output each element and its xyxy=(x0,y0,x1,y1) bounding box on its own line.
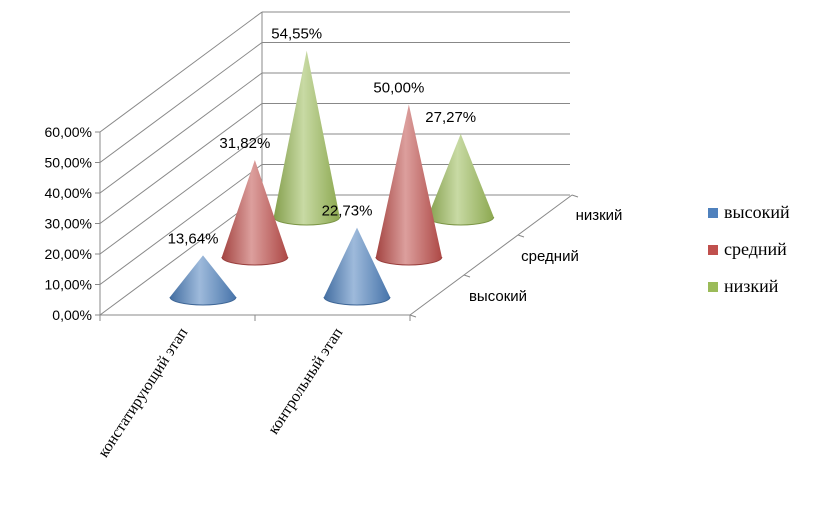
cone-body xyxy=(170,255,236,305)
cone-body xyxy=(324,227,390,305)
data-label: 13,64% xyxy=(168,230,219,247)
legend-label: высокий xyxy=(724,202,790,222)
legend-item-средний: средний xyxy=(708,239,787,259)
cone-body xyxy=(375,104,442,265)
cone-body xyxy=(221,159,288,265)
depth-tick-mark xyxy=(517,234,525,238)
gridline-side xyxy=(99,164,263,285)
cones xyxy=(169,50,495,306)
gridline-side xyxy=(99,11,263,133)
cone-низкий-1 xyxy=(273,50,341,226)
depth-tick-mark xyxy=(571,194,579,198)
data-label: 22,73% xyxy=(322,203,373,220)
cone-base-edge xyxy=(169,296,237,306)
legend-swatch xyxy=(708,282,718,292)
cone-base-edge xyxy=(273,216,341,226)
category-labels: констатирующий этап контрольный этап xyxy=(95,325,347,461)
cone-низкий-2 xyxy=(427,133,495,226)
gridlines xyxy=(99,11,570,316)
data-label: 31,82% xyxy=(219,135,270,152)
cone-высокий-2 xyxy=(323,227,391,306)
depth-label: высокий xyxy=(469,288,527,305)
gridline-side xyxy=(99,103,263,224)
cone-body xyxy=(273,50,340,226)
cone-base-edge xyxy=(221,256,289,266)
data-label: 27,27% xyxy=(425,109,476,126)
data-label: 50,00% xyxy=(373,80,424,97)
category-label: контрольный этап xyxy=(265,325,347,438)
cone-base-edge xyxy=(375,256,443,266)
depth-tick-mark xyxy=(409,314,417,318)
legend-swatch xyxy=(708,208,718,218)
cone-body xyxy=(427,133,494,225)
data-label: 54,55% xyxy=(271,26,322,43)
legend-item-высокий: высокий xyxy=(708,202,790,222)
depth-label: низкий xyxy=(576,207,623,224)
data-labels: 54,55% 27,27% 31,82% 50,00% 13,64% 22,73% xyxy=(168,26,477,248)
gridline-side xyxy=(99,72,263,194)
gridline-side xyxy=(99,42,263,163)
cone-высокий-1 xyxy=(169,255,237,306)
depth-labels: высокий средний низкий xyxy=(469,207,622,305)
category-label: констатирующий этап xyxy=(95,325,192,461)
depth-label: средний xyxy=(521,248,579,265)
y-tick-label: 20,00% xyxy=(45,246,92,262)
depth-tick-mark xyxy=(463,274,471,278)
gridline-side xyxy=(99,133,263,255)
cone-средний-2 xyxy=(375,104,443,266)
axes xyxy=(95,12,579,321)
cone-base-edge xyxy=(323,296,391,306)
depth-axis-line xyxy=(409,194,573,316)
cone-средний-1 xyxy=(221,159,289,266)
y-tick-label: 50,00% xyxy=(45,155,92,171)
y-tick-label: 0,00% xyxy=(52,307,92,323)
y-tick-label: 40,00% xyxy=(45,185,92,201)
y-tick-labels: 0,00% 10,00% 20,00% 30,00% 40,00% 50,00% 60,00… xyxy=(45,124,92,323)
y-tick-label: 30,00% xyxy=(45,216,92,232)
legend-label: средний xyxy=(724,239,787,259)
gridline-side xyxy=(99,194,263,316)
legend-item-низкий: низкий xyxy=(708,276,779,296)
legend: высокий средний низкий xyxy=(708,202,790,296)
y-tick-label: 10,00% xyxy=(45,277,92,293)
legend-swatch xyxy=(708,245,718,255)
legend-label: низкий xyxy=(724,276,779,296)
y-tick-label: 60,00% xyxy=(45,124,92,140)
